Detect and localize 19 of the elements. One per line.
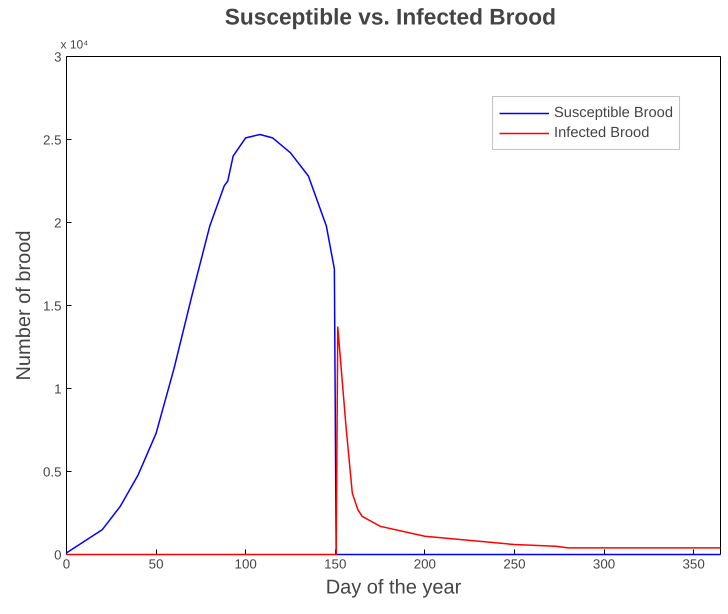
chart-title: Susceptible vs. Infected Brood: [224, 4, 556, 30]
x-tick-label: 100: [234, 556, 257, 572]
y-tick-label: 2: [54, 216, 62, 230]
y-tick-label: 0.5: [42, 464, 62, 480]
y-tick-label: 1: [54, 382, 62, 396]
x-axis-title: Day of the year: [326, 576, 462, 598]
y-tick-label: 1.5: [42, 298, 62, 314]
y-axis-title: Number of brood: [12, 230, 35, 381]
x-tick-label: 300: [592, 556, 616, 572]
x-tick-label: 350: [682, 556, 705, 572]
text: x 10⁴: [60, 38, 88, 52]
x-tick-label: 50: [148, 556, 164, 572]
y-tick-label: 2.5: [42, 132, 62, 148]
x-tick-label: 150: [324, 556, 346, 572]
x-tick-label: 250: [503, 556, 526, 572]
legend-label: Infected Brood: [554, 125, 650, 141]
legend-label: Susceptible Brood: [554, 105, 673, 121]
x-tick-label: 200: [414, 556, 436, 572]
y-tick-label: 3: [54, 50, 62, 64]
